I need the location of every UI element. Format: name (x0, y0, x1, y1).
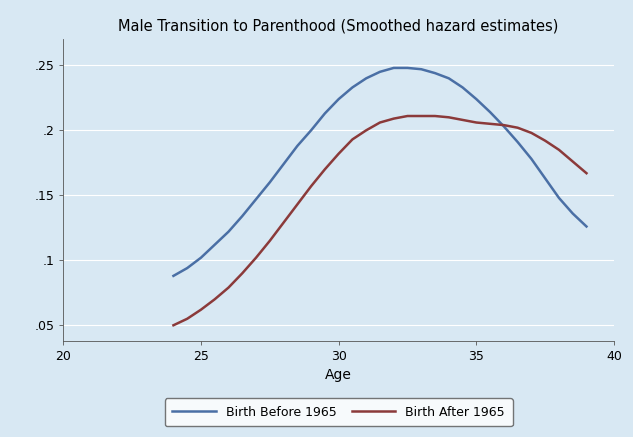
Legend: Birth Before 1965, Birth After 1965: Birth Before 1965, Birth After 1965 (165, 399, 513, 427)
X-axis label: Age: Age (325, 368, 352, 382)
Title: Male Transition to Parenthood (Smoothed hazard estimates): Male Transition to Parenthood (Smoothed … (118, 19, 559, 34)
